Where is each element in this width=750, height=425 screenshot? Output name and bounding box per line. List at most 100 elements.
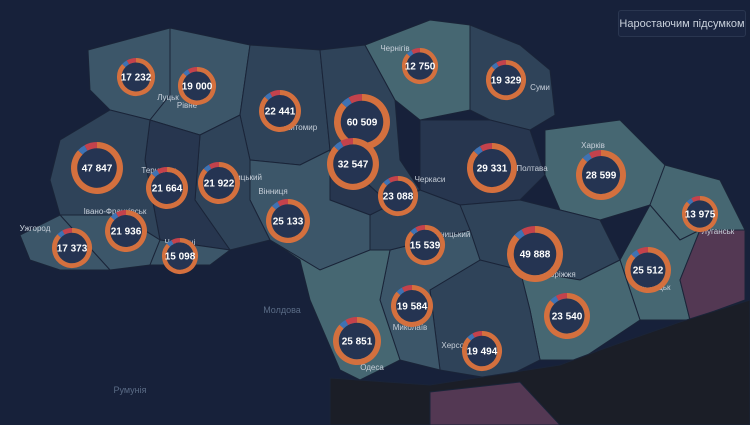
region-donut-chart[interactable]: 23 540 bbox=[544, 293, 590, 339]
donut-segment-red bbox=[156, 167, 168, 175]
region-donut-chart[interactable]: 15 098 bbox=[162, 238, 198, 274]
region-value-label: 13 975 bbox=[685, 210, 716, 221]
region-value-label: 17 232 bbox=[121, 73, 152, 84]
donut-segment-main bbox=[682, 196, 718, 232]
cumulative-toggle-button[interactable]: Наростаючим підсумком bbox=[618, 10, 746, 37]
donut-segment-red bbox=[187, 67, 198, 74]
donut-center bbox=[166, 242, 194, 270]
donut-segment-blue bbox=[122, 60, 130, 68]
donut-segment-red bbox=[345, 317, 358, 326]
region-donut-chart[interactable]: 17 232 bbox=[117, 58, 155, 96]
region-donut-chart[interactable]: 21 664 bbox=[146, 167, 188, 209]
donut-segment-blue bbox=[110, 212, 119, 221]
region-value-label: 60 509 bbox=[347, 118, 378, 129]
city-label: Луганськ bbox=[702, 227, 735, 236]
donut-center bbox=[264, 95, 296, 127]
donut-center bbox=[686, 200, 714, 228]
donut-segment-main bbox=[162, 238, 198, 274]
donut-center bbox=[549, 298, 585, 334]
donut-segment-blue bbox=[271, 201, 281, 210]
donut-segment-red bbox=[171, 238, 181, 245]
donut-center bbox=[466, 335, 498, 367]
city-label: Херсон bbox=[441, 341, 468, 350]
city-label: Житомир bbox=[283, 123, 318, 132]
city-label: Миколаїв bbox=[393, 323, 428, 332]
city-label: Черкаси bbox=[415, 175, 446, 184]
region-crimea-occupied[interactable] bbox=[429, 381, 561, 425]
region-donut-chart[interactable]: 19 329 bbox=[486, 60, 526, 100]
donut-segment-main bbox=[378, 176, 418, 216]
region-value-label: 19 584 bbox=[397, 302, 428, 313]
region-donut-chart[interactable]: 23 088 bbox=[378, 176, 418, 216]
region-donut-chart[interactable]: 25 851 bbox=[333, 317, 381, 365]
region-donut-chart[interactable]: 28 599 bbox=[576, 150, 626, 200]
donut-center bbox=[56, 232, 88, 264]
region-value-label: 23 540 bbox=[552, 312, 583, 323]
donut-segment-blue bbox=[166, 240, 174, 247]
donut-segment-red bbox=[269, 90, 281, 98]
donut-segment-main bbox=[402, 48, 438, 84]
region-value-label: 22 441 bbox=[265, 107, 296, 118]
city-label: Суми bbox=[530, 83, 550, 92]
donut-segment-blue bbox=[410, 227, 418, 235]
donut-segment-blue bbox=[151, 169, 160, 178]
region-donut-chart[interactable]: 25 512 bbox=[625, 247, 671, 293]
donut-segment-blue bbox=[550, 295, 559, 305]
region-donut-chart[interactable]: 21 922 bbox=[198, 162, 240, 204]
donut-segment-red bbox=[496, 60, 507, 67]
donut-segment-blue bbox=[183, 69, 191, 77]
region-donut-chart[interactable]: 47 847 bbox=[71, 142, 123, 194]
donut-segment-red bbox=[555, 293, 568, 301]
donut-segment-main bbox=[405, 225, 445, 265]
country-label: Молдова bbox=[263, 305, 301, 315]
region-value-label: 19 494 bbox=[467, 347, 498, 358]
city-label: Харків bbox=[581, 141, 605, 150]
donut-segment-main bbox=[334, 94, 390, 150]
donut-center bbox=[203, 167, 235, 199]
region-donut-chart[interactable]: 19 494 bbox=[462, 331, 502, 371]
region-donut-chart[interactable]: 21 936 bbox=[105, 210, 147, 252]
donut-segment-red bbox=[411, 48, 421, 55]
donut-segment-red bbox=[415, 225, 426, 232]
region-donut-chart[interactable]: 25 133 bbox=[266, 199, 310, 243]
region-value-label: 25 133 bbox=[273, 217, 304, 228]
donut-segment-blue bbox=[383, 178, 391, 186]
donut-segment-red bbox=[521, 226, 536, 236]
city-label: Луцьк bbox=[157, 93, 179, 102]
donut-center bbox=[182, 71, 212, 101]
region-donut-chart[interactable]: 17 373 bbox=[52, 228, 92, 268]
donut-segment-main bbox=[462, 331, 502, 371]
region-value-label: 28 599 bbox=[586, 171, 617, 182]
region-donut-chart[interactable]: 15 539 bbox=[405, 225, 445, 265]
region-donut-chart[interactable]: 19 000 bbox=[178, 67, 216, 105]
region-kherson[interactable] bbox=[429, 259, 541, 381]
region-donut-chart[interactable]: 60 509 bbox=[334, 94, 390, 150]
donut-segment-main bbox=[625, 247, 671, 293]
donut-center bbox=[333, 144, 373, 184]
donut-center bbox=[582, 156, 620, 194]
donut-segment-blue bbox=[334, 141, 344, 151]
region-donut-chart[interactable]: 19 584 bbox=[391, 285, 433, 327]
region-value-label: 19 329 bbox=[491, 76, 522, 87]
donut-segment-main bbox=[486, 60, 526, 100]
donut-segment-red bbox=[479, 143, 493, 152]
region-donut-chart[interactable]: 13 975 bbox=[682, 196, 718, 232]
donut-segment-main bbox=[105, 210, 147, 252]
donut-segment-main bbox=[544, 293, 590, 339]
donut-segment-main bbox=[259, 90, 301, 132]
region-donut-chart[interactable]: 32 547 bbox=[327, 138, 379, 190]
donut-segment-blue bbox=[339, 319, 349, 329]
region-donut-chart[interactable]: 29 331 bbox=[467, 143, 517, 193]
donut-segment-main bbox=[576, 150, 626, 200]
donut-segment-blue bbox=[467, 333, 475, 341]
donut-segment-blue bbox=[264, 92, 273, 101]
region-donut-chart[interactable]: 22 441 bbox=[259, 90, 301, 132]
donut-center bbox=[110, 215, 142, 247]
donut-segment-blue bbox=[473, 146, 483, 156]
region-donut-chart[interactable]: 12 750 bbox=[402, 48, 438, 84]
donut-segment-red bbox=[126, 58, 137, 65]
donut-center bbox=[271, 204, 305, 238]
region-donut-chart[interactable]: 49 888 bbox=[507, 226, 563, 282]
